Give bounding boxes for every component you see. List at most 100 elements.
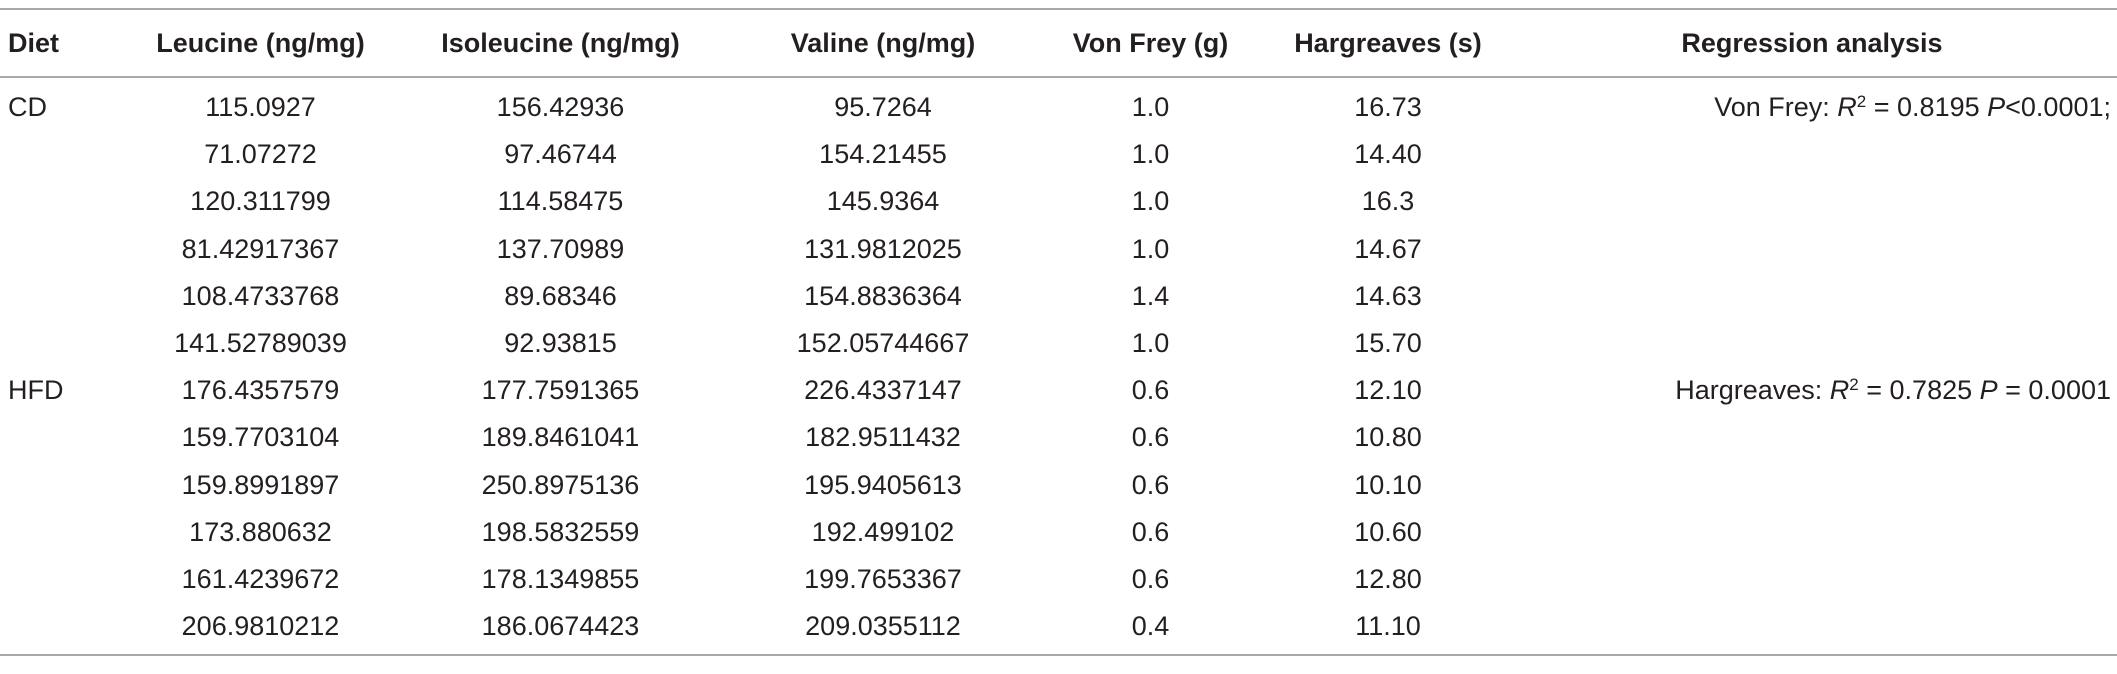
- cell-von-frey: 0.6: [1131, 375, 1170, 406]
- cell-regression: [1513, 603, 2117, 657]
- cell-valine: 145.9364: [826, 186, 940, 217]
- cell-leucine: 159.8991897: [181, 469, 340, 500]
- cell-leucine: 71.07272: [204, 139, 317, 170]
- cell-diet: [0, 462, 128, 509]
- cell-valine: 209.0355112: [728, 603, 1038, 657]
- cell-regression: Hargreaves: R2 = 0.7825 P = 0.0001: [1513, 367, 2117, 414]
- cell-isoleucine: 114.58475: [497, 186, 624, 217]
- table-row: HFD 176.4357579 177.7591365 226.4337147 0.6 1…: [0, 367, 2117, 414]
- table-row: 71.07272 97.46744 154.21455 1.0 14.40: [0, 131, 2117, 178]
- r-squared-value: = 0.8195: [1866, 92, 1988, 123]
- cell-isoleucine: 178.1349855: [481, 563, 640, 594]
- cell-hargreaves: 12.10: [1354, 375, 1422, 406]
- header-isoleucine: Isoleucine (ng/mg): [393, 8, 728, 78]
- cell-diet: [0, 131, 128, 178]
- cell-valine: 226.4337147: [804, 375, 962, 406]
- cell-isoleucine: 250.8975136: [481, 469, 640, 500]
- cell-diet: [0, 273, 128, 320]
- r-squared-exponent: 2: [1849, 375, 1859, 395]
- cell-isoleucine: 177.7591365: [481, 375, 640, 406]
- cell-valine: 95.7264: [834, 92, 932, 123]
- p-value: <0.0001;: [2005, 92, 2111, 123]
- cell-von-frey: 0.4: [1038, 603, 1263, 657]
- p-symbol: P: [1979, 375, 1998, 406]
- cell-von-frey: 1.0: [1131, 186, 1170, 217]
- r-squared-symbol: R: [1829, 375, 1850, 406]
- cell-valine: 154.21455: [819, 139, 947, 170]
- cell-regression: [1513, 556, 2117, 603]
- cell-von-frey: 0.6: [1131, 563, 1170, 594]
- cell-regression: [1513, 509, 2117, 556]
- cell-leucine: 115.0927: [205, 92, 316, 123]
- cell-von-frey: 0.6: [1131, 469, 1170, 500]
- cell-isoleucine: 186.0674423: [393, 603, 728, 657]
- cell-valine: 192.499102: [811, 516, 955, 547]
- cell-hargreaves: 14.63: [1354, 280, 1422, 311]
- cell-regression: [1513, 462, 2117, 509]
- cell-leucine: 206.9810212: [128, 603, 393, 657]
- table-body: CD 115.0927 156.42936 95.7264 1.0 16.73 Von Fr…: [0, 77, 2117, 657]
- table-row: 206.9810212 186.0674423 209.0355112 0.4 11.1…: [0, 603, 2117, 657]
- table-row: 159.8991897 250.8975136 195.9405613 0.6 10.1…: [0, 462, 2117, 509]
- cell-von-frey: 1.4: [1131, 280, 1170, 311]
- cell-isoleucine: 92.93815: [504, 328, 617, 359]
- cell-diet: CD: [8, 92, 47, 123]
- cell-regression: [1513, 131, 2117, 178]
- r-squared-exponent: 2: [1856, 92, 1867, 112]
- cell-regression: [1513, 226, 2117, 273]
- cell-hargreaves: 12.80: [1354, 563, 1422, 594]
- table-row: 81.42917367 137.70989 131.9812025 1.0 14.67: [0, 226, 2117, 273]
- table-row: 173.880632 198.5832559 192.499102 0.6 10.60: [0, 509, 2117, 556]
- cell-regression: [1513, 414, 2117, 461]
- cell-regression: Von Frey: R2 = 0.8195 P<0.0001;: [1513, 77, 2117, 131]
- cell-hargreaves: 14.67: [1354, 233, 1422, 264]
- cell-leucine: 120.311799: [190, 186, 331, 217]
- cell-leucine: 159.7703104: [181, 422, 340, 453]
- cell-von-frey: 1.0: [1131, 233, 1170, 264]
- cell-valine: 182.9511432: [805, 422, 961, 453]
- cell-von-frey: 1.0: [1131, 328, 1170, 359]
- cell-hargreaves: 15.70: [1354, 328, 1422, 359]
- cell-leucine: 141.52789039: [174, 328, 347, 359]
- cell-von-frey: 0.6: [1131, 422, 1170, 453]
- cell-diet: [0, 226, 128, 273]
- cell-leucine: 108.4733768: [181, 280, 340, 311]
- table-row: 108.4733768 89.68346 154.8836364 1.4 14.63: [0, 273, 2117, 320]
- header-valine: Valine (ng/mg): [728, 8, 1038, 78]
- p-symbol: P: [1987, 92, 2006, 123]
- cell-diet: [0, 178, 128, 225]
- cell-leucine: 161.4239672: [181, 563, 340, 594]
- cell-valine: 154.8836364: [804, 280, 962, 311]
- cell-von-frey: 1.0: [1131, 139, 1170, 170]
- cell-diet: [0, 509, 128, 556]
- cell-diet: HFD: [8, 375, 64, 406]
- table-row: 161.4239672 178.1349855 199.7653367 0.6 12.8…: [0, 556, 2117, 603]
- table-row: 141.52789039 92.93815 152.05744667 1.0 15.70: [0, 320, 2117, 367]
- cell-leucine: 176.4357579: [181, 375, 340, 406]
- cell-leucine: 173.880632: [189, 516, 332, 547]
- cell-hargreaves: 10.60: [1354, 516, 1422, 547]
- cell-isoleucine: 198.5832559: [481, 516, 640, 547]
- cell-regression: [1513, 320, 2117, 367]
- cell-hargreaves: 16.3: [1361, 186, 1415, 217]
- table-row: 159.7703104 189.8461041 182.9511432 0.6 10.8…: [0, 414, 2117, 461]
- r-squared-value: = 0.7825: [1858, 375, 1980, 406]
- cell-regression: [1513, 273, 2117, 320]
- table-row: 120.311799 114.58475 145.9364 1.0 16.3: [0, 178, 2117, 225]
- cell-diet: [0, 320, 128, 367]
- cell-diet: [0, 414, 128, 461]
- header-von-frey: Von Frey (g): [1038, 8, 1263, 78]
- cell-isoleucine: 97.46744: [504, 139, 617, 170]
- cell-isoleucine: 189.8461041: [481, 422, 640, 453]
- cell-valine: 152.05744667: [796, 328, 970, 359]
- data-table: Diet Leucine (ng/mg) Isoleucine (ng/mg) …: [0, 8, 2117, 657]
- cell-von-frey: 0.6: [1131, 516, 1170, 547]
- cell-hargreaves: 10.80: [1354, 422, 1422, 453]
- header-regression: Regression analysis: [1513, 8, 2117, 78]
- cell-valine: 199.7653367: [804, 563, 962, 594]
- cell-hargreaves: 16.73: [1354, 92, 1422, 123]
- cell-regression: [1513, 178, 2117, 225]
- cell-hargreaves: 10.10: [1354, 469, 1422, 500]
- cell-isoleucine: 156.42936: [496, 92, 625, 123]
